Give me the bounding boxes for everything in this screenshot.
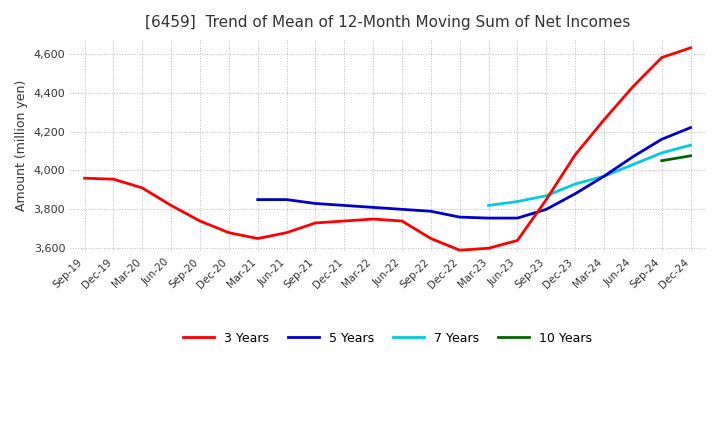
7 Years xyxy=(686,143,695,148)
Line: 5 Years: 5 Years xyxy=(258,128,690,218)
7 Years xyxy=(513,199,522,204)
5 Years xyxy=(340,203,348,208)
3 Years xyxy=(657,55,666,60)
7 Years xyxy=(571,181,580,187)
3 Years xyxy=(426,236,435,241)
10 Years xyxy=(657,158,666,163)
3 Years xyxy=(629,84,637,89)
3 Years xyxy=(167,203,176,208)
7 Years xyxy=(657,150,666,156)
10 Years xyxy=(686,153,695,158)
3 Years xyxy=(225,230,233,235)
3 Years xyxy=(311,220,320,226)
5 Years xyxy=(369,205,377,210)
3 Years xyxy=(196,218,204,224)
Line: 10 Years: 10 Years xyxy=(662,156,690,161)
3 Years xyxy=(369,216,377,222)
7 Years xyxy=(485,203,493,208)
Y-axis label: Amount (million yen): Amount (million yen) xyxy=(15,80,28,211)
3 Years xyxy=(397,218,406,224)
7 Years xyxy=(542,193,551,198)
3 Years xyxy=(456,248,464,253)
3 Years xyxy=(80,176,89,181)
7 Years xyxy=(600,174,608,179)
Line: 3 Years: 3 Years xyxy=(84,48,690,250)
5 Years xyxy=(456,214,464,220)
5 Years xyxy=(513,216,522,221)
3 Years xyxy=(513,238,522,243)
3 Years xyxy=(542,197,551,202)
3 Years xyxy=(282,230,291,235)
5 Years xyxy=(629,154,637,159)
5 Years xyxy=(600,174,608,179)
5 Years xyxy=(426,209,435,214)
5 Years xyxy=(657,137,666,142)
3 Years xyxy=(340,218,348,224)
5 Years xyxy=(485,216,493,221)
3 Years xyxy=(600,117,608,122)
3 Years xyxy=(686,45,695,51)
3 Years xyxy=(109,176,118,182)
5 Years xyxy=(542,207,551,212)
5 Years xyxy=(253,197,262,202)
3 Years xyxy=(485,246,493,251)
7 Years xyxy=(629,162,637,167)
5 Years xyxy=(397,207,406,212)
Title: [6459]  Trend of Mean of 12-Month Moving Sum of Net Incomes: [6459] Trend of Mean of 12-Month Moving … xyxy=(145,15,630,30)
3 Years xyxy=(253,236,262,241)
3 Years xyxy=(138,185,147,191)
Line: 7 Years: 7 Years xyxy=(489,145,690,205)
Legend: 3 Years, 5 Years, 7 Years, 10 Years: 3 Years, 5 Years, 7 Years, 10 Years xyxy=(178,327,598,350)
5 Years xyxy=(282,197,291,202)
5 Years xyxy=(571,191,580,196)
5 Years xyxy=(686,125,695,130)
5 Years xyxy=(311,201,320,206)
3 Years xyxy=(571,152,580,158)
